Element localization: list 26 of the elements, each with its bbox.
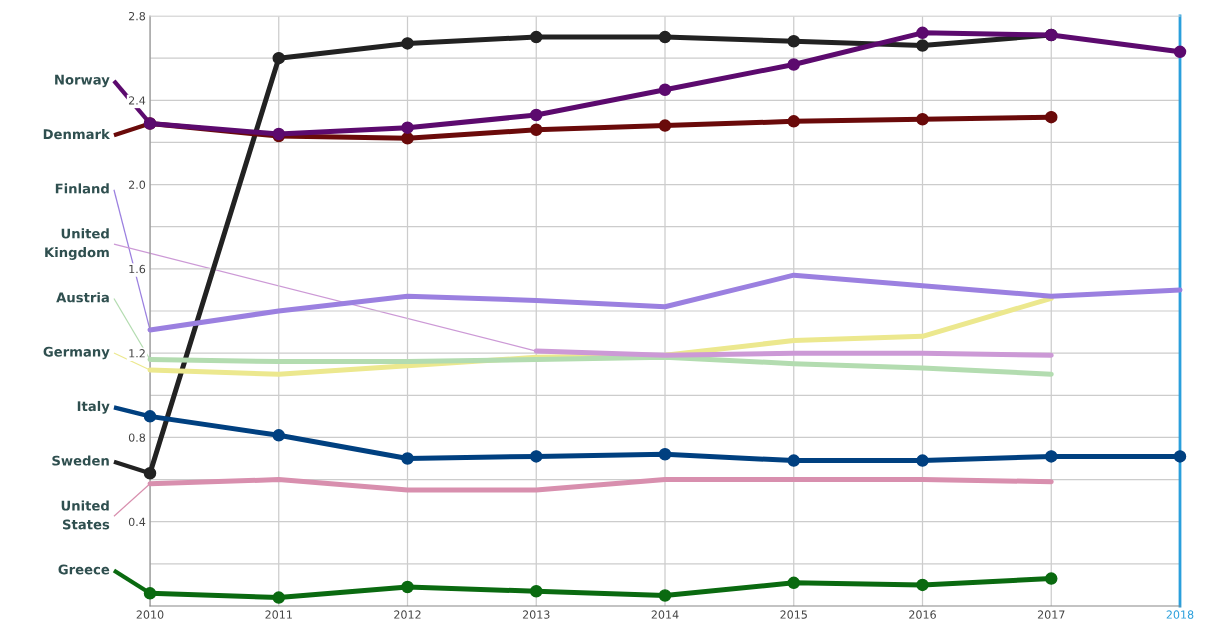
x-tick-label: 2010	[136, 610, 164, 619]
x-tick-label: 2015	[780, 610, 807, 619]
legend-label: Germany	[43, 346, 110, 360]
legend-label: Sweden	[52, 455, 109, 466]
x-tick-label: 2013	[522, 610, 550, 619]
y-tick-label: 2.4	[128, 96, 146, 105]
x-tick-label: 2017	[1037, 610, 1065, 619]
legend-label: Denmark	[43, 128, 111, 140]
text: Austria	[56, 292, 109, 303]
y-tick-label: 0.4	[128, 517, 146, 527]
y-tick-label: 2.0	[128, 180, 146, 189]
text: United Kingdom	[45, 228, 109, 260]
x-tick-label: 2011	[265, 610, 292, 619]
x-tick-label: 2016	[909, 610, 936, 619]
x-tick-label: 2012	[394, 610, 421, 619]
text: United States	[61, 500, 110, 530]
x-tick-label: 2018	[1166, 610, 1194, 619]
legend-label: Italy	[77, 400, 110, 414]
y-tick-label: 0.8	[128, 433, 146, 442]
x-tick-label: 2014	[651, 610, 679, 619]
y-tick-label: 1.2	[129, 349, 145, 358]
text: Norway	[55, 74, 110, 88]
y-tick-label: 2.8	[128, 11, 146, 21]
text: Finland	[55, 183, 109, 194]
text: Greece	[58, 564, 110, 575]
y-tick-label: 1.6	[129, 264, 146, 274]
